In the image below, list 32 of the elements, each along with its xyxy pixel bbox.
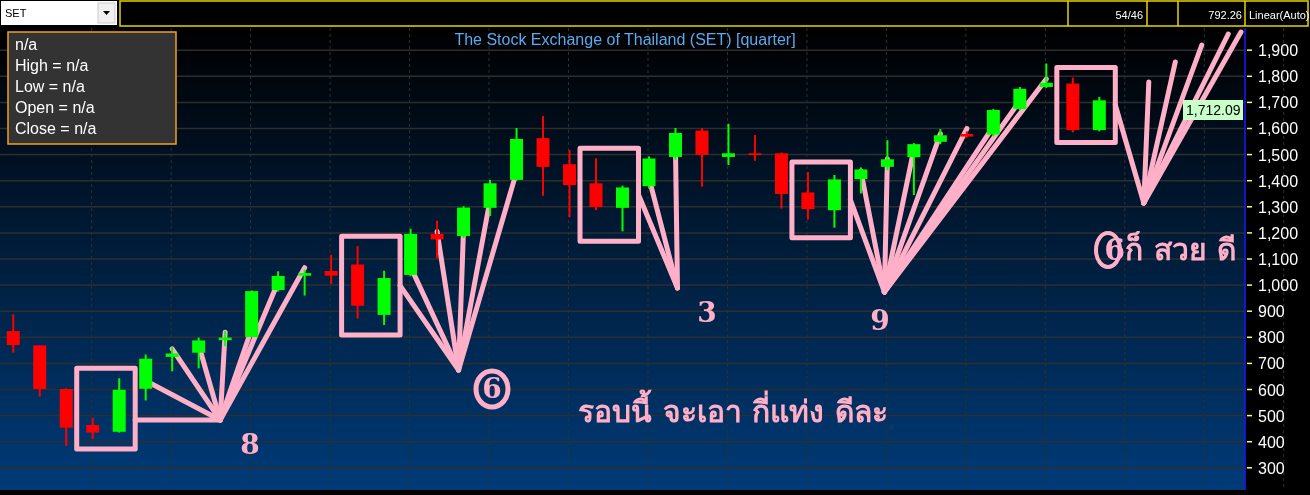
annotation: Low = n/a <box>15 78 85 95</box>
y-tick-label: 1,300 <box>1258 198 1299 216</box>
y-tick-label: 1,600 <box>1258 120 1299 138</box>
annotation: 3 <box>697 296 717 329</box>
y-tick-label: 1,200 <box>1258 224 1299 242</box>
text: 792.26 <box>1208 9 1242 21</box>
annotation: Open = n/a <box>15 99 95 116</box>
chart-title: The Stock Exchange of Thailand (SET) [quarter] <box>454 31 796 48</box>
y-tick-label: 1,000 <box>1258 277 1299 295</box>
annotation: 8 <box>240 428 260 461</box>
y-tick-label: 1,900 <box>1258 42 1299 60</box>
annotation: n/a <box>15 36 38 53</box>
annotation: 9 <box>870 304 890 337</box>
annotation: 1,712.09 <box>1186 102 1241 118</box>
y-tick-label: 500 <box>1258 407 1285 425</box>
y-tick-label: 1,700 <box>1258 94 1299 112</box>
y-tick-label: 900 <box>1258 303 1285 321</box>
y-tick-label: 800 <box>1258 329 1285 347</box>
y-tick-label: 1,800 <box>1258 68 1299 86</box>
y-tick-label: 1,400 <box>1258 172 1299 190</box>
text: 54/46 <box>1115 9 1143 21</box>
annotation: 6 <box>482 372 502 405</box>
y-tick-label: 400 <box>1258 433 1285 451</box>
y-tick-label: 1,100 <box>1258 251 1299 268</box>
y-tick-label: 1,500 <box>1258 146 1299 164</box>
y-tick-label: 300 <box>1258 459 1285 477</box>
annotation: Close = n/a <box>15 120 97 137</box>
annotation: รอบนี้ จะเอา กี่แท่ง ดีละ <box>578 389 888 429</box>
y-tick-label: 700 <box>1258 355 1285 373</box>
y-tick-label: 600 <box>1258 381 1285 399</box>
annotation: High = n/a <box>15 57 89 74</box>
text: SET <box>5 7 27 19</box>
